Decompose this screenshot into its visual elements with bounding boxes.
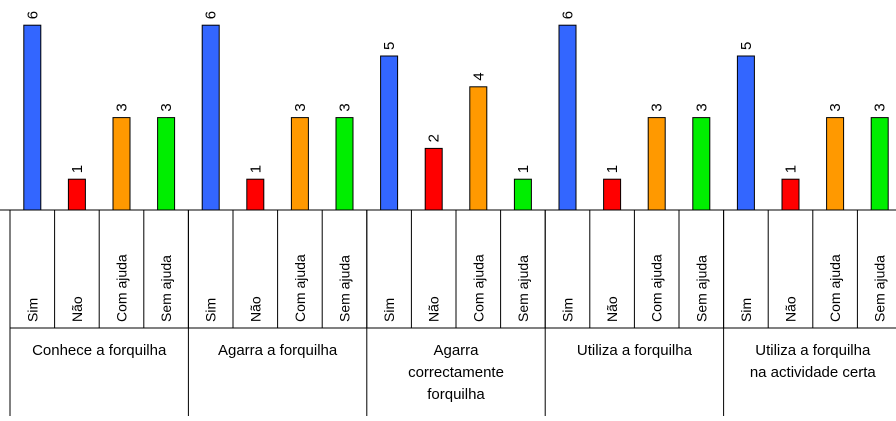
category-label: Sem ajuda bbox=[158, 255, 174, 322]
category-label: Sim bbox=[560, 298, 576, 322]
bar bbox=[67, 178, 86, 211]
data-label: 3 bbox=[292, 103, 309, 111]
category-label: Não bbox=[604, 296, 620, 322]
group-label: correctamente bbox=[408, 364, 504, 381]
bar bbox=[469, 86, 488, 211]
data-label: 1 bbox=[69, 165, 86, 173]
category-label: Com ajuda bbox=[114, 254, 130, 322]
category-label: Com ajuda bbox=[470, 254, 486, 322]
group-label: Agarra a forquilha bbox=[218, 342, 338, 359]
data-label: 1 bbox=[604, 165, 621, 173]
data-label: 3 bbox=[872, 103, 889, 111]
data-label: 1 bbox=[247, 165, 264, 173]
category-label: Sim bbox=[381, 298, 397, 322]
bar bbox=[335, 117, 354, 211]
group-label: forquilha bbox=[427, 386, 485, 403]
bar bbox=[647, 117, 666, 211]
data-label: 1 bbox=[783, 165, 800, 173]
data-label: 3 bbox=[114, 103, 131, 111]
category-label: Sem ajuda bbox=[337, 255, 353, 322]
bar bbox=[603, 178, 622, 211]
bar bbox=[736, 55, 755, 211]
category-label: Não bbox=[69, 296, 85, 322]
bar bbox=[23, 24, 42, 211]
bar bbox=[513, 178, 532, 211]
bar bbox=[692, 117, 711, 211]
bar bbox=[826, 117, 845, 211]
bar bbox=[781, 178, 800, 211]
category-label: Com ajuda bbox=[827, 254, 843, 322]
group-label: Agarra bbox=[433, 342, 479, 359]
bar bbox=[558, 24, 577, 211]
data-label: 3 bbox=[827, 103, 844, 111]
bar bbox=[246, 178, 265, 211]
category-label: Não bbox=[247, 296, 263, 322]
bar bbox=[380, 55, 399, 211]
data-label: 3 bbox=[158, 103, 175, 111]
category-label: Com ajuda bbox=[649, 254, 665, 322]
group-label: Utiliza a forquilha bbox=[577, 342, 693, 359]
data-label: 4 bbox=[470, 72, 487, 80]
bar bbox=[424, 147, 443, 211]
data-label: 6 bbox=[24, 11, 41, 19]
category-label: Sem ajuda bbox=[693, 255, 709, 322]
data-label: 6 bbox=[560, 11, 577, 19]
data-label: 3 bbox=[649, 103, 666, 111]
category-label: Sim bbox=[738, 298, 754, 322]
bar bbox=[290, 117, 309, 211]
data-label: 3 bbox=[693, 103, 710, 111]
group-label: Utiliza a forquilha bbox=[755, 342, 871, 359]
data-label: 1 bbox=[515, 165, 532, 173]
category-label: Sim bbox=[24, 298, 40, 322]
group-label: na actividade certa bbox=[750, 364, 877, 381]
bar bbox=[201, 24, 220, 211]
category-label: Não bbox=[783, 296, 799, 322]
data-label: 3 bbox=[337, 103, 354, 111]
data-label: 5 bbox=[381, 42, 398, 50]
data-label: 6 bbox=[203, 11, 220, 19]
category-label: Não bbox=[426, 296, 442, 322]
data-label: 2 bbox=[426, 134, 443, 142]
bar bbox=[112, 117, 131, 211]
category-label: Sem ajuda bbox=[872, 255, 888, 322]
category-label: Sim bbox=[203, 298, 219, 322]
category-label: Sem ajuda bbox=[515, 255, 531, 322]
category-label: Com ajuda bbox=[292, 254, 308, 322]
data-label: 5 bbox=[738, 42, 755, 50]
group-label: Conhece a forquilha bbox=[32, 342, 167, 359]
bar bbox=[157, 117, 176, 211]
bar bbox=[870, 117, 889, 211]
